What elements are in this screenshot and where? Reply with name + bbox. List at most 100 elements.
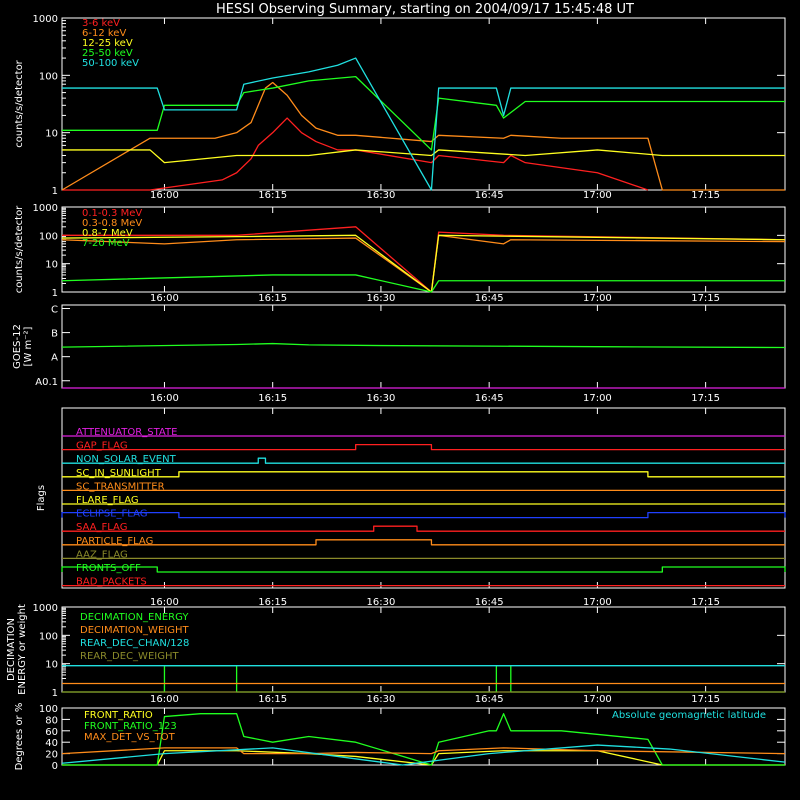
x-tick-label: 17:00 xyxy=(583,597,612,608)
y-tick-label: C xyxy=(51,305,58,316)
x-tick-label: 16:00 xyxy=(150,393,179,404)
y-axis-label: counts/s/detector xyxy=(14,205,25,293)
chart-title: HESSI Observing Summary, starting on 200… xyxy=(216,2,634,17)
y-tick-label: 10 xyxy=(45,660,58,671)
x-tick-label: 16:30 xyxy=(367,694,396,705)
y-axis-label-2: ENERGY or weight xyxy=(17,604,28,695)
series-line xyxy=(61,744,786,766)
x-tick-label: 16:00 xyxy=(150,293,179,304)
flag-label: SAA_FLAG xyxy=(76,522,127,533)
y-tick-label: 40 xyxy=(45,738,58,749)
legend-entry: 50-100 keV xyxy=(82,58,139,69)
y-tick-label: 1 xyxy=(52,688,58,699)
legend-entry: FRONT_RATIO_123 xyxy=(84,721,177,732)
plot-frame xyxy=(61,17,786,191)
legend-entry: 3-6 keV xyxy=(82,18,120,29)
legend-entry: 0.1-0.3 MeV xyxy=(82,208,142,219)
legend-entry: FRONT_RATIO xyxy=(84,710,153,721)
x-tick-label: 16:30 xyxy=(367,597,396,608)
x-tick-label: 16:30 xyxy=(367,293,396,304)
y-axis-label: DECIMATION xyxy=(6,618,17,681)
y-axis-label: Flags xyxy=(36,485,47,511)
y-tick-label: 1000 xyxy=(33,603,58,614)
legend-entry: 6-12 keV xyxy=(82,28,126,39)
y-tick-label: 100 xyxy=(39,631,58,642)
series-line xyxy=(62,713,785,766)
x-tick-label: 16:30 xyxy=(367,190,396,201)
flag-label: BAD_PACKETS xyxy=(76,577,147,588)
y-axis-units: [W m⁻²] xyxy=(23,326,34,366)
flag-label: ATTENUATOR_STATE xyxy=(76,427,177,438)
legend-entry: 7-20 MeV xyxy=(82,238,130,249)
x-tick-label: 16:00 xyxy=(150,190,179,201)
series-line xyxy=(61,81,785,191)
y-axis-label: Degrees or % xyxy=(14,703,25,771)
x-tick-label: 17:15 xyxy=(691,293,720,304)
annotation: Absolute geomagnetic latitude xyxy=(612,710,766,721)
x-tick-label: 16:30 xyxy=(367,393,396,404)
x-tick-label: 17:15 xyxy=(691,393,720,404)
x-tick-label: 16:45 xyxy=(475,190,504,201)
flag-label: ECLIPSE_FLAG xyxy=(76,509,147,520)
legend-entry: REAR_DEC_CHAN/128 xyxy=(80,638,189,649)
flag-line xyxy=(61,511,786,519)
series-line xyxy=(62,149,785,164)
x-tick-label: 16:00 xyxy=(150,694,179,705)
x-tick-label: 16:45 xyxy=(475,393,504,404)
x-tick-label: 17:00 xyxy=(583,190,612,201)
y-tick-label: A0.1 xyxy=(35,377,58,388)
flag-line xyxy=(62,457,785,464)
legend-entry: DECIMATION_ENERGY xyxy=(80,612,189,623)
y-tick-label: 1 xyxy=(52,288,58,299)
y-tick-label: B xyxy=(51,329,58,340)
flag-label: FRONTS_OFF xyxy=(76,563,141,574)
legend-entry: 0.3-0.8 MeV xyxy=(82,218,142,229)
series-line xyxy=(62,75,785,151)
x-tick-label: 16:15 xyxy=(258,293,287,304)
series-line xyxy=(61,234,786,293)
y-axis-label: counts/s/detector xyxy=(14,59,25,147)
series-line xyxy=(62,117,649,191)
series-line xyxy=(61,342,786,349)
y-tick-label: 1 xyxy=(52,186,58,197)
x-tick-label: 17:15 xyxy=(691,190,720,201)
x-tick-label: 16:15 xyxy=(258,393,287,404)
panel-flags: 16:00 16:15 16:30 16:45 17:00 17:15 ATTENUATOR… xyxy=(36,407,786,608)
x-tick-label: 16:15 xyxy=(258,597,287,608)
legend-entry: DECIMATION_WEIGHT xyxy=(80,625,189,636)
legend-entry: 0.8-7 MeV xyxy=(82,228,133,239)
flag-line xyxy=(62,443,785,451)
y-tick-label: 1000 xyxy=(33,203,58,214)
plot-frame xyxy=(61,407,786,589)
flag-line xyxy=(62,525,785,532)
y-tick-label: 100 xyxy=(39,231,58,242)
series-line xyxy=(62,665,785,693)
y-tick-label: 100 xyxy=(39,704,58,715)
legend-entry: MAX_DET_VS_TOT xyxy=(84,732,176,743)
x-tick-label: 17:00 xyxy=(583,694,612,705)
series-line xyxy=(61,747,786,755)
plot-frame xyxy=(61,206,786,293)
legend-entry: 12-25 keV xyxy=(82,38,133,49)
plot-frame xyxy=(61,707,786,766)
y-tick-label: 60 xyxy=(45,727,58,738)
x-tick-label: 17:15 xyxy=(691,597,720,608)
legend-entry: REAR_DEC_WEIGHT xyxy=(80,651,179,662)
panel-decimation: 16:00 16:15 16:30 16:45 17:00 17:15 1 10 100 1000… xyxy=(6,603,786,705)
y-tick-label: 10 xyxy=(45,129,58,140)
x-tick-label: 16:45 xyxy=(475,694,504,705)
panels: 16:00 16:15 16:30 16:45 17:00 17:151101001000… xyxy=(6,14,786,772)
flag-label: GAP_FLAG xyxy=(76,441,128,452)
series-line xyxy=(62,57,785,191)
y-axis-label: GOES-12 xyxy=(12,324,23,369)
y-tick-label: 100 xyxy=(39,71,58,82)
panel-high_energy_rates: 16:00 16:15 16:30 16:45 17:00 17:15 1 10 100 1000… xyxy=(14,203,786,304)
flag-label: SC_IN_SUNLIGHT xyxy=(76,468,162,479)
x-tick-label: 17:00 xyxy=(583,293,612,304)
y-tick-label: 20 xyxy=(45,750,58,761)
legend-entry: 25-50 keV xyxy=(82,48,133,59)
x-tick-label: 16:45 xyxy=(475,597,504,608)
y-tick-label: 0 xyxy=(52,761,58,772)
